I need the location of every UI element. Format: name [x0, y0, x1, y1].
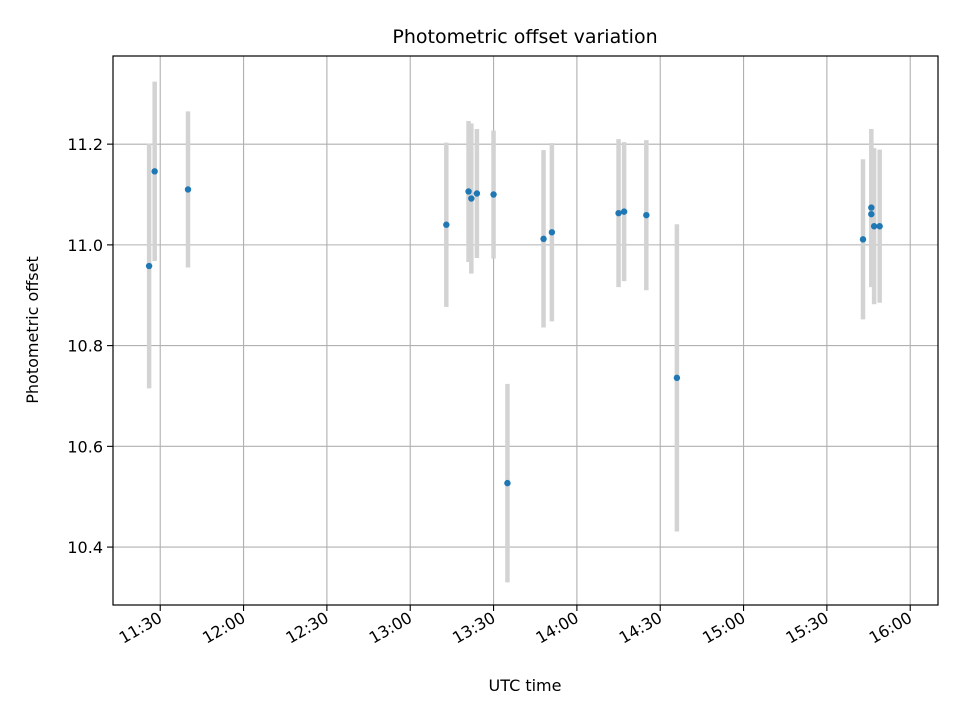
y-axis-ticks: 10.4 10.6 10.8 11.0 11.2: [67, 135, 113, 557]
data-point: [620, 208, 628, 215]
y-tick-label: 11.0: [67, 236, 103, 255]
data-point: [548, 229, 556, 236]
data-point: [673, 374, 681, 382]
data-point: [151, 168, 158, 175]
y-axis-label: Photometric offset: [23, 256, 42, 404]
y-tick-label: 10.4: [67, 538, 103, 557]
data-point: [468, 195, 475, 202]
data-point: [473, 190, 481, 197]
data-point: [145, 262, 153, 270]
plot-frame: [112, 55, 939, 606]
y-tick-label: 10.6: [67, 437, 103, 456]
data-points: [145, 168, 883, 487]
data-point: [443, 221, 450, 228]
data-point: [868, 204, 875, 211]
data-point: [504, 479, 511, 487]
data-point: [859, 236, 867, 243]
data-point: [868, 210, 875, 218]
x-axis-label: UTC time: [489, 676, 562, 695]
chart-title: Photometric offset variation: [392, 26, 657, 48]
grid: [113, 56, 938, 605]
data-point: [540, 235, 547, 243]
data-point: [870, 223, 878, 230]
data-point: [643, 211, 650, 219]
data-point: [876, 223, 883, 230]
data-point: [615, 209, 622, 217]
data-point: [465, 188, 472, 195]
data-point: [184, 186, 192, 193]
data-point: [490, 191, 497, 198]
y-tick-label: 11.2: [67, 135, 103, 154]
y-tick-label: 10.8: [67, 337, 103, 356]
